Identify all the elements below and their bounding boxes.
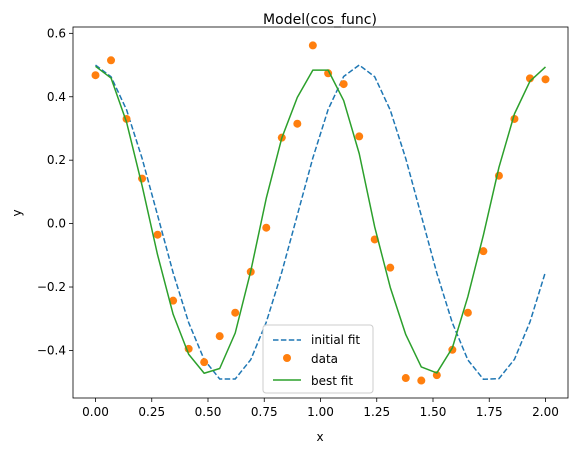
data-point — [91, 71, 100, 80]
x-tick-label: 1.25 — [363, 405, 390, 419]
y-tick-label: 0.6 — [47, 26, 66, 40]
initial-fit-line — [95, 64, 547, 381]
data-point — [417, 376, 426, 385]
y-axis: −0.4 −0.2 0.0 0.2 0.4 0.6 — [37, 26, 73, 357]
legend-initial-fit-label: initial fit — [311, 333, 360, 347]
data-point — [107, 56, 116, 65]
legend-best-fit-label: best fit — [311, 374, 353, 388]
data-point — [231, 308, 240, 317]
chart-title: Model(cos_func) — [263, 12, 377, 28]
legend-box — [262, 324, 374, 394]
x-tick-label: 0.50 — [195, 405, 222, 419]
x-tick-label: 0.00 — [82, 405, 109, 419]
x-axis: 0.00 0.25 0.50 0.75 1.00 1.25 1.50 1.75 2.00 — [82, 398, 559, 419]
legend-data-swatch — [283, 354, 291, 362]
y-tick-label: 0.2 — [47, 153, 66, 167]
x-tick-label: 1.00 — [307, 405, 334, 419]
x-tick-label: 1.75 — [476, 405, 503, 419]
legend-data-label: data — [311, 352, 338, 366]
data-point — [339, 80, 348, 89]
data-point — [463, 308, 472, 317]
y-axis-label: y — [10, 209, 24, 216]
y-tick-label: 0.0 — [47, 217, 66, 231]
data-point — [293, 119, 302, 128]
x-tick-label: 1.50 — [420, 405, 447, 419]
data-point — [541, 75, 550, 84]
data-point — [308, 41, 317, 50]
data-point — [215, 332, 224, 341]
data-point — [479, 247, 488, 256]
legend: initial fit data best fit — [262, 324, 374, 394]
data-point — [169, 296, 178, 305]
data-point — [153, 230, 162, 239]
best-fit-line — [95, 65, 547, 375]
x-tick-label: 0.75 — [251, 405, 278, 419]
data-point — [200, 358, 209, 367]
data-point — [355, 132, 364, 141]
data-point — [401, 374, 410, 383]
data-point — [432, 371, 441, 380]
x-axis-label: x — [316, 430, 323, 444]
plot-area — [91, 41, 550, 385]
x-tick-label: 0.25 — [138, 405, 165, 419]
data-point — [262, 223, 271, 232]
y-tick-label: 0.4 — [47, 90, 66, 104]
y-tick-label: −0.2 — [37, 280, 66, 294]
y-tick-label: −0.4 — [37, 343, 66, 357]
x-tick-label: 2.00 — [532, 405, 559, 419]
data-point — [386, 263, 395, 272]
